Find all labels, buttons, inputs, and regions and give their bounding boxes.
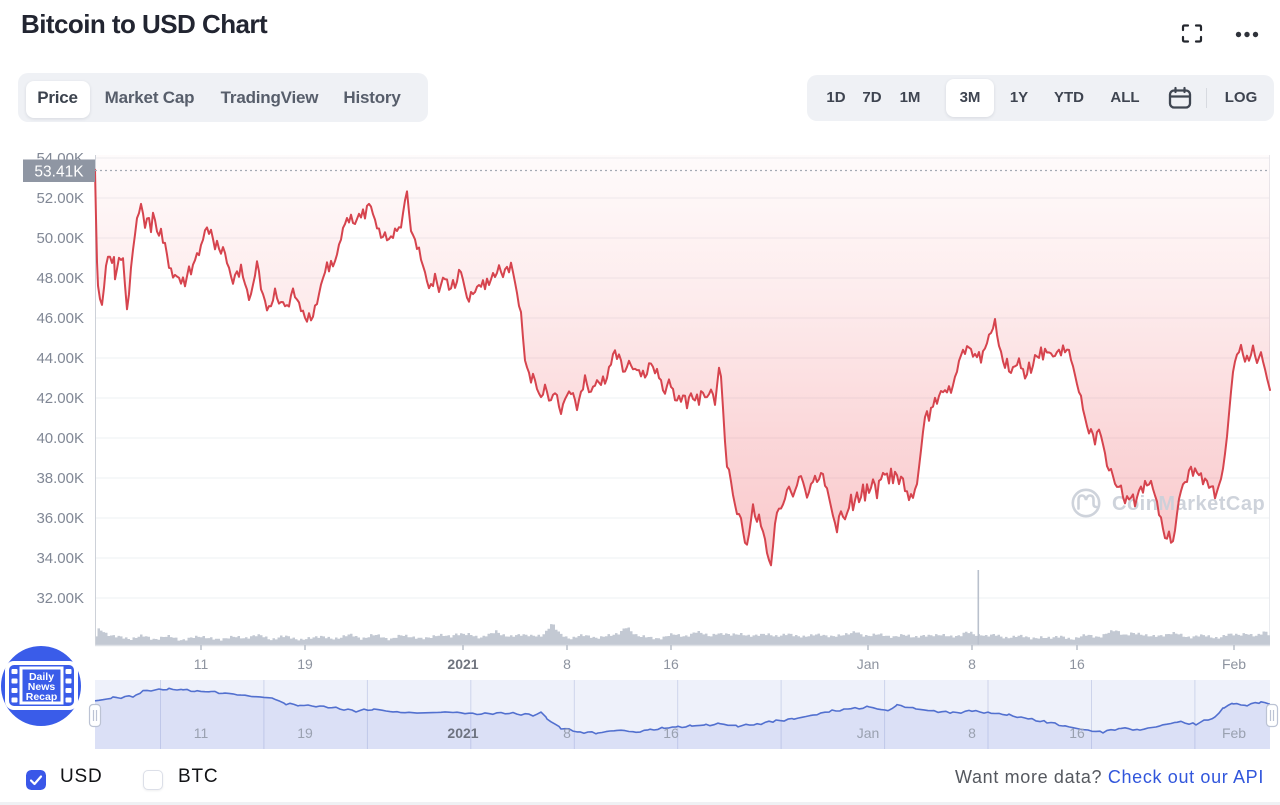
svg-text:16: 16 <box>663 725 679 741</box>
svg-text:52.00K: 52.00K <box>36 190 84 207</box>
svg-text:53.41K: 53.41K <box>34 164 84 181</box>
svg-text:16: 16 <box>1069 656 1085 672</box>
svg-text:44.00K: 44.00K <box>36 350 84 367</box>
svg-text:38.00K: 38.00K <box>36 470 84 487</box>
svg-text:Feb: Feb <box>1222 656 1246 672</box>
svg-text:16: 16 <box>663 656 679 672</box>
svg-text:34.00K: 34.00K <box>36 550 84 567</box>
svg-text:32.00K: 32.00K <box>36 590 84 607</box>
svg-text:Feb: Feb <box>1222 725 1246 741</box>
svg-text:News: News <box>28 681 56 693</box>
svg-text:Jan: Jan <box>857 656 880 672</box>
svg-text:40.00K: 40.00K <box>36 430 84 447</box>
svg-text:16: 16 <box>1069 725 1085 741</box>
svg-text:2021: 2021 <box>447 725 478 741</box>
svg-text:8: 8 <box>563 725 571 741</box>
svg-text:48.00K: 48.00K <box>36 270 84 287</box>
svg-text:8: 8 <box>968 656 976 672</box>
svg-text:36.00K: 36.00K <box>36 510 84 527</box>
svg-text:19: 19 <box>297 725 313 741</box>
svg-text:CoinMarketCap: CoinMarketCap <box>1112 493 1265 515</box>
svg-text:42.00K: 42.00K <box>36 390 84 407</box>
svg-text:50.00K: 50.00K <box>36 230 84 247</box>
svg-text:11: 11 <box>194 656 209 672</box>
svg-text:19: 19 <box>297 656 313 672</box>
svg-text:2021: 2021 <box>447 656 478 672</box>
svg-text:8: 8 <box>968 725 976 741</box>
svg-text:Recap: Recap <box>26 691 58 703</box>
svg-text:Jan: Jan <box>857 725 880 741</box>
svg-text:11: 11 <box>194 725 209 741</box>
svg-text:46.00K: 46.00K <box>36 310 84 327</box>
svg-text:8: 8 <box>563 656 571 672</box>
svg-text:Daily: Daily <box>29 671 54 683</box>
